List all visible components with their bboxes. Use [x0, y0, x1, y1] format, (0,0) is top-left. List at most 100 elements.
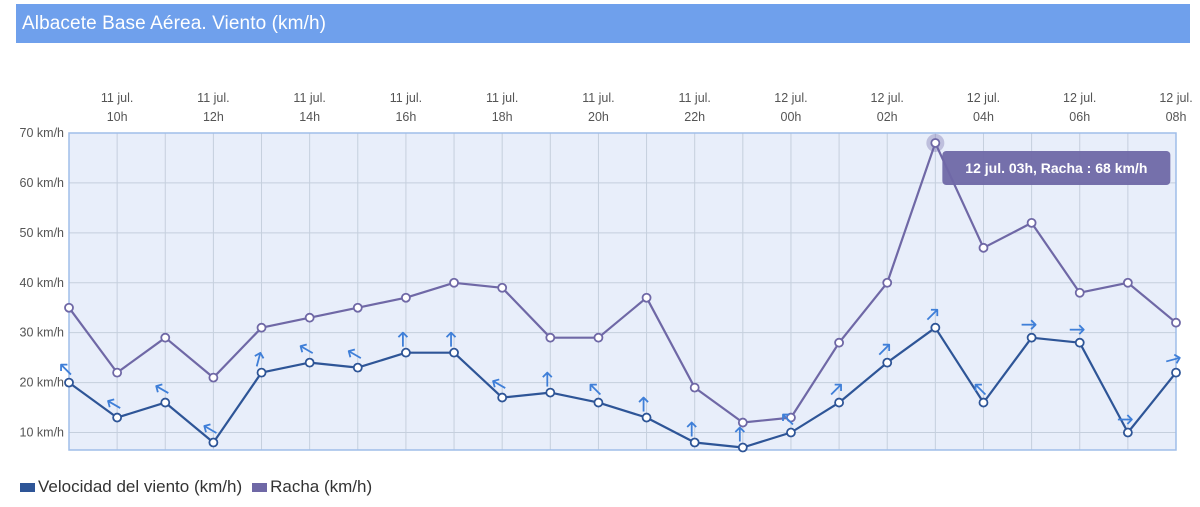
x-tick-hour-label: 22h — [684, 110, 705, 124]
series-point-wind-speed — [352, 362, 363, 373]
series-point-gust — [304, 312, 315, 323]
wind-direction-arrow-icon — [1166, 353, 1181, 364]
chart-legend: Velocidad del viento (km/h) Racha (km/h) — [20, 477, 382, 497]
legend-swatch-gust — [252, 482, 268, 492]
series-point-gust — [1026, 217, 1037, 228]
x-tick-hour-label: 06h — [1069, 110, 1090, 124]
wind-direction-arrow-icon — [1021, 319, 1037, 330]
x-tick-hour-label: 08h — [1166, 110, 1187, 124]
y-tick-label: 40 km/h — [20, 276, 65, 290]
x-tick-hour-label: 12h — [203, 110, 224, 124]
series-point-wind-speed — [497, 392, 508, 403]
series-point-gust — [593, 332, 604, 343]
wind-direction-arrow-icon — [60, 363, 72, 376]
series-point-wind-speed — [978, 397, 989, 408]
y-tick-label: 20 km/h — [20, 376, 65, 390]
series-point-wind-speed — [208, 437, 219, 448]
series-point-gust — [1171, 317, 1181, 328]
series-point-gust — [930, 138, 941, 148]
x-tick-hour-label: 14h — [299, 110, 320, 124]
wind-direction-arrow-icon — [734, 426, 745, 442]
series-point-gust — [1074, 287, 1085, 298]
legend-item-wind-speed[interactable]: Velocidad del viento (km/h) — [20, 477, 242, 497]
wind-direction-arrow-icon — [878, 343, 891, 356]
series-point-wind-speed — [737, 442, 748, 453]
wind-direction-arrow-icon — [492, 378, 506, 389]
x-tick-hour-label: 16h — [395, 110, 416, 124]
wind-direction-arrow-icon — [347, 348, 362, 359]
series-point-gust — [208, 372, 219, 383]
series-point-gust — [352, 302, 363, 313]
y-tick-label: 50 km/h — [20, 226, 65, 240]
tooltip-text: 12 jul. 03h, Racha : 68 km/h — [965, 160, 1147, 176]
series-point-wind-speed — [930, 322, 941, 333]
x-tick-hour-label: 02h — [877, 110, 898, 124]
tooltip-box — [942, 151, 1171, 185]
series-point-wind-speed — [1026, 332, 1037, 343]
x-tick-hour-label: 20h — [588, 110, 609, 124]
x-tick-day-label: 11 jul. — [293, 91, 325, 105]
series-point-wind-speed — [64, 377, 74, 388]
series-point-gust — [834, 337, 844, 348]
plot-border — [68, 132, 1177, 451]
y-tick-label: 60 km/h — [20, 176, 65, 190]
wind-direction-arrow-icon — [1117, 414, 1133, 425]
x-tick-day-label: 11 jul. — [390, 91, 422, 105]
x-tick-day-label: 11 jul. — [197, 91, 229, 105]
series-line-gust — [68, 141, 1177, 424]
y-tick-label: 30 km/h — [20, 326, 65, 340]
y-tick-label: 70 km/h — [20, 126, 65, 140]
series-point-wind-speed — [834, 397, 844, 408]
series-point-gust — [497, 282, 508, 293]
wind-direction-arrow-icon — [974, 383, 987, 396]
x-tick-day-label: 11 jul. — [678, 91, 710, 105]
series-point-gust — [401, 292, 411, 303]
wind-direction-arrow-icon — [445, 331, 457, 347]
series-point-gust — [641, 292, 652, 303]
wind-direction-arrow-icon — [926, 308, 939, 321]
series-point-gust — [545, 332, 556, 343]
x-tick-hour-label: 04h — [973, 110, 994, 124]
wind-direction-arrow-icon — [830, 383, 842, 396]
series-point-wind-speed — [593, 397, 604, 408]
series-point-wind-speed — [689, 437, 700, 448]
x-tick-hour-label: 00h — [781, 110, 802, 124]
series-point-gust — [449, 277, 459, 288]
wind-direction-arrow-icon — [589, 383, 602, 396]
x-tick-day-label: 11 jul. — [101, 91, 133, 105]
wind-direction-arrow-icon — [542, 371, 553, 387]
series-point-wind-speed — [304, 357, 315, 368]
series-point-wind-speed — [641, 412, 652, 423]
x-tick-day-label: 12 jul. — [774, 91, 807, 105]
x-tick-day-label: 12 jul. — [871, 91, 904, 105]
wind-direction-arrow-icon — [1069, 324, 1085, 335]
y-tick-label: 10 km/h — [20, 426, 65, 440]
x-tick-hour-label: 18h — [492, 110, 513, 124]
series-point-wind-speed — [1122, 427, 1133, 438]
legend-item-gust[interactable]: Racha (km/h) — [252, 477, 372, 497]
series-point-wind-speed — [256, 367, 267, 378]
wind-direction-arrow-icon — [397, 331, 409, 347]
series-point-gust — [64, 302, 74, 313]
series-point-gust — [737, 417, 748, 428]
series-point-gust — [1122, 277, 1133, 288]
plot-area — [69, 133, 1176, 450]
series-point-wind-speed — [401, 347, 411, 358]
x-tick-day-label: 11 jul. — [582, 91, 614, 105]
series-point-gust — [112, 367, 123, 378]
wind-direction-arrow-icon — [782, 413, 794, 426]
wind-direction-arrow-icon — [107, 398, 121, 409]
series-point-wind-speed — [449, 347, 459, 358]
series-point-gust — [882, 277, 893, 288]
x-tick-day-label: 12 jul. — [967, 91, 1000, 105]
legend-label-wind-speed: Velocidad del viento (km/h) — [38, 477, 243, 496]
wind-direction-arrow-icon — [638, 396, 649, 412]
legend-swatch-wind-speed — [20, 482, 35, 492]
chart-title: Albacete Base Aérea. Viento (km/h) — [22, 12, 327, 34]
series-point-gust — [978, 242, 989, 253]
series-point-wind-speed — [882, 357, 893, 368]
wind-direction-arrow-icon — [203, 423, 217, 434]
series-point-wind-speed — [1171, 367, 1181, 378]
legend-label-gust: Racha (km/h) — [270, 477, 373, 496]
series-point-wind-speed — [160, 397, 171, 408]
